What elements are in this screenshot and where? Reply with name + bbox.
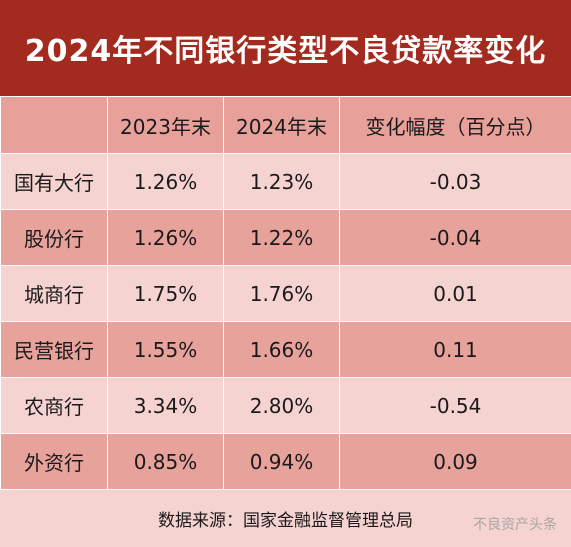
watermark: 不良资产头条 bbox=[473, 517, 557, 533]
row-category: 民营银行 bbox=[0, 321, 108, 378]
value-change: 0.11 bbox=[339, 321, 571, 378]
column-header-change: 变化幅度（百分点） bbox=[339, 96, 571, 154]
value-2024: 1.66% bbox=[223, 321, 340, 378]
table-header-row: 2023年末 2024年末 变化幅度（百分点） bbox=[0, 96, 571, 154]
npl-ratio-table: 2023年末 2024年末 变化幅度（百分点） 国有大行 1.26% 1.23%… bbox=[0, 96, 571, 490]
value-2023: 1.26% bbox=[107, 153, 224, 210]
row-category: 农商行 bbox=[0, 377, 108, 434]
value-2023: 1.55% bbox=[107, 321, 224, 378]
table-row: 民营银行 1.55% 1.66% 0.11 bbox=[0, 321, 571, 378]
value-change: 0.09 bbox=[339, 433, 571, 490]
column-header-blank bbox=[0, 96, 108, 154]
value-2023: 1.26% bbox=[107, 209, 224, 266]
value-2024: 0.94% bbox=[223, 433, 340, 490]
row-category: 股份行 bbox=[0, 209, 108, 266]
value-change: -0.04 bbox=[339, 209, 571, 266]
table-row: 农商行 3.34% 2.80% -0.54 bbox=[0, 377, 571, 434]
row-category: 城商行 bbox=[0, 265, 108, 322]
value-2024: 2.80% bbox=[223, 377, 340, 434]
column-header-2024: 2024年末 bbox=[223, 96, 340, 154]
row-category: 外资行 bbox=[0, 433, 108, 490]
value-change: -0.03 bbox=[339, 153, 571, 210]
table-row: 外资行 0.85% 0.94% 0.09 bbox=[0, 433, 571, 490]
value-2024: 1.22% bbox=[223, 209, 340, 266]
value-2024: 1.23% bbox=[223, 153, 340, 210]
table-row: 国有大行 1.26% 1.23% -0.03 bbox=[0, 153, 571, 210]
value-2024: 1.76% bbox=[223, 265, 340, 322]
value-2023: 3.34% bbox=[107, 377, 224, 434]
table-row: 股份行 1.26% 1.22% -0.04 bbox=[0, 209, 571, 266]
table-row: 城商行 1.75% 1.76% 0.01 bbox=[0, 265, 571, 322]
value-2023: 0.85% bbox=[107, 433, 224, 490]
row-category: 国有大行 bbox=[0, 153, 108, 210]
data-source-note: 数据来源：国家金融监督管理总局 bbox=[0, 490, 571, 547]
column-header-2023: 2023年末 bbox=[107, 96, 224, 154]
value-change: 0.01 bbox=[339, 265, 571, 322]
value-2023: 1.75% bbox=[107, 265, 224, 322]
value-change: -0.54 bbox=[339, 377, 571, 434]
chart-title: 2024年不同银行类型不良贷款率变化 bbox=[0, 0, 571, 96]
